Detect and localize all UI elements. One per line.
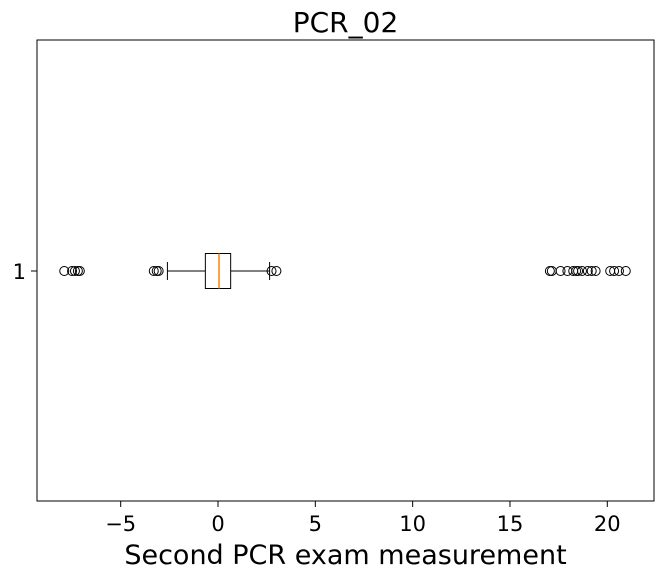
outlier-point	[609, 266, 620, 276]
outlier-point	[555, 266, 566, 276]
outlier-points	[59, 266, 631, 276]
outlier-point	[74, 266, 85, 276]
x-axis: −5 0 5 10 15 20	[105, 501, 621, 536]
outlier-point	[576, 266, 587, 276]
outlier-point	[67, 266, 78, 276]
iqr-box	[204, 253, 232, 289]
outlier-point	[148, 266, 159, 276]
outlier-point	[590, 266, 601, 276]
y-tick-label: 1	[13, 260, 26, 284]
plot-area	[36, 39, 655, 502]
outlier-point	[620, 266, 631, 276]
chart-title: PCR_02	[293, 6, 399, 39]
outlier-point	[582, 266, 593, 276]
x-tick-label: 0	[211, 512, 224, 536]
outlier-point	[271, 266, 282, 276]
x-tick-label: 20	[594, 512, 621, 536]
outlier-point	[59, 266, 70, 276]
x-tick-label: 15	[497, 512, 524, 536]
x-tick-label: −5	[105, 512, 136, 536]
outlier-point	[69, 266, 80, 276]
x-tick-label: 5	[309, 512, 322, 536]
outlier-point	[153, 266, 164, 276]
y-axis: 1	[13, 260, 37, 284]
outlier-point	[586, 266, 597, 276]
box-series-1	[166, 253, 271, 289]
x-axis-label: Second PCR exam measurement	[124, 540, 566, 571]
outlier-point	[613, 266, 624, 276]
outlier-point	[573, 266, 584, 276]
x-tick-label: 10	[399, 512, 426, 536]
outlier-point	[266, 266, 277, 276]
